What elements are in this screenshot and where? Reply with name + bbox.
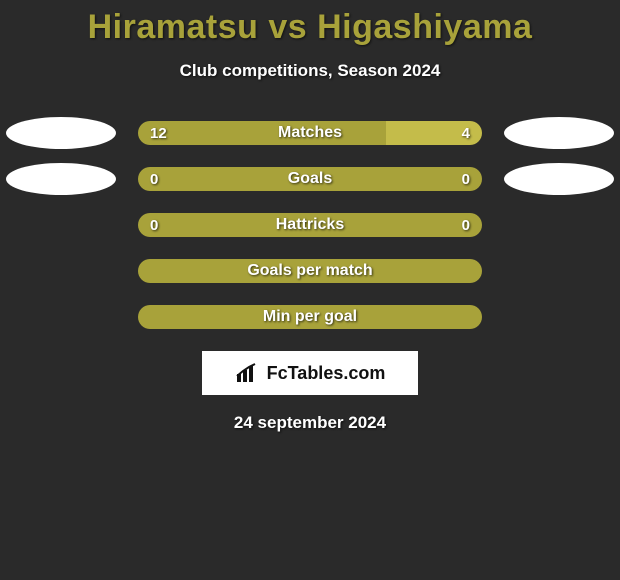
stat-bar: Matches124 [138,121,482,145]
player-ellipse-left [6,163,116,195]
stat-row: Min per goal [0,305,620,329]
stat-row: Goals00 [0,167,620,191]
stat-row: Hattricks00 [0,213,620,237]
player-ellipse-right [504,117,614,149]
stat-row: Matches124 [0,121,620,145]
stat-bar-left-seg [138,259,482,283]
stat-bar-left-seg [138,167,482,191]
player-ellipse-right [504,163,614,195]
stat-bar-left-seg [138,213,482,237]
stat-bar: Min per goal [138,305,482,329]
watermark-text: FcTables.com [267,363,386,384]
page-title: Hiramatsu vs Higashiyama [0,0,620,47]
stat-bar: Hattricks00 [138,213,482,237]
player-ellipse-left [6,117,116,149]
stat-bar-left-seg [138,121,386,145]
subtitle: Club competitions, Season 2024 [0,61,620,81]
stat-bar: Goals per match [138,259,482,283]
stat-bar-right-seg [386,121,482,145]
stat-bar: Goals00 [138,167,482,191]
stat-rows: Matches124 Goals00 Hattricks00 Goals per ma… [0,121,620,329]
stat-bar-left-seg [138,305,482,329]
stat-row: Goals per match [0,259,620,283]
container: Hiramatsu vs Higashiyama Club competitio… [0,0,620,580]
watermark: FcTables.com [202,351,418,395]
chart-icon [235,362,261,384]
date-label: 24 september 2024 [0,413,620,433]
